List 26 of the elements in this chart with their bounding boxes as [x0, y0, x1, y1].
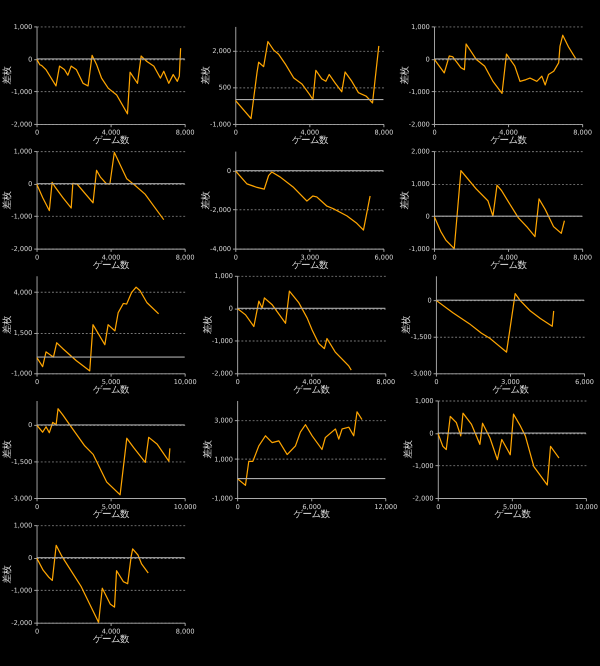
y-axis-title: 差枚: [2, 191, 13, 210]
y-axis-title: 差枚: [2, 66, 13, 85]
x-axis-title: ゲーム数: [93, 509, 130, 520]
x-axis-title: ゲーム数: [294, 509, 330, 520]
y-axis-title: 差枚: [401, 316, 412, 334]
y-axis-title: 差枚: [202, 316, 214, 334]
x-axis-title: ゲーム数: [292, 260, 328, 271]
y-axis-title: 差枚: [200, 66, 212, 85]
x-axis-title: ゲーム数: [490, 135, 527, 146]
y-axis-title: 差枚: [403, 440, 414, 459]
y-axis-title: 差枚: [399, 66, 410, 85]
y-axis-title: 差枚: [399, 191, 410, 210]
y-axis-title: 差枚: [2, 565, 13, 584]
y-axis-title: 差枚: [2, 316, 13, 334]
y-axis-title: 差枚: [200, 191, 212, 210]
x-axis-title: ゲーム数: [93, 260, 130, 271]
x-axis-title: ゲーム数: [93, 384, 130, 396]
x-axis-title: ゲーム数: [93, 634, 130, 645]
x-axis-title: ゲーム数: [294, 384, 330, 396]
y-axis-title: 差枚: [2, 440, 13, 459]
x-axis-title: ゲーム数: [490, 260, 527, 271]
x-axis-title: ゲーム数: [292, 135, 328, 146]
x-axis-title: ゲーム数: [492, 384, 528, 396]
x-axis-title: ゲーム数: [494, 509, 530, 520]
y-axis-title: 差枚: [202, 440, 214, 459]
x-axis-title: ゲーム数: [93, 135, 130, 146]
